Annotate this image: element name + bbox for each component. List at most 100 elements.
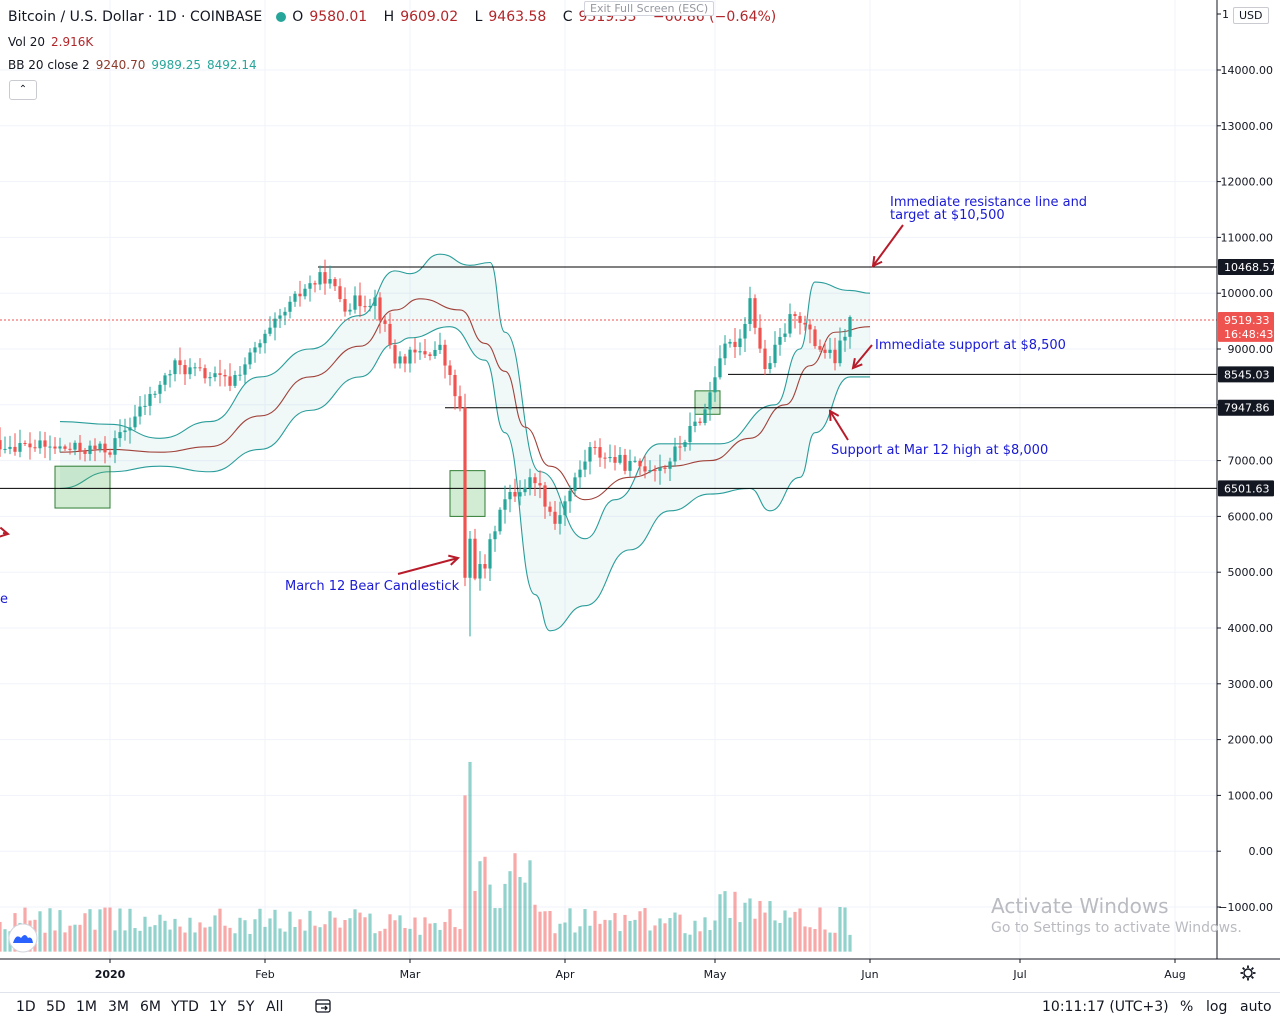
volume-bar (328, 911, 332, 952)
volume-bar (283, 931, 287, 952)
volume-bar (193, 932, 197, 952)
range-5d-button[interactable]: 5D (46, 999, 66, 1015)
bollinger-basis-line (59, 298, 871, 501)
volume-bar (363, 917, 367, 952)
range-1m-button[interactable]: 1M (76, 999, 97, 1015)
annotation-arrowhead (851, 357, 863, 370)
volume-bar (133, 928, 137, 952)
candle-body (613, 457, 617, 463)
volume-bar (658, 918, 662, 952)
annotation-text: Support at Mar 12 high at $8,000 (831, 443, 1048, 458)
candle-body (138, 406, 142, 417)
candle-body (268, 327, 272, 334)
volume-bar (138, 930, 142, 952)
volume-legend[interactable]: Vol 20 2.916K (8, 35, 99, 49)
volume-bar (378, 931, 382, 952)
price-label: 7947.86 (1224, 402, 1270, 415)
time-tick-label: Jul (1012, 968, 1026, 981)
volume-bar (403, 927, 407, 952)
candle-body (18, 443, 22, 452)
auto-scale-button[interactable]: auto (1240, 999, 1272, 1015)
candle-body (33, 447, 37, 449)
volume-bar (738, 922, 742, 952)
candle-body (713, 377, 717, 393)
candle-body (228, 376, 232, 386)
candle-body (648, 470, 652, 472)
range-ytd-button[interactable]: YTD (171, 999, 199, 1015)
volume-bar (593, 910, 597, 952)
range-all-button[interactable]: All (266, 999, 284, 1015)
candle-body (833, 349, 837, 364)
candle-body (708, 392, 712, 410)
range-1d-button[interactable]: 1D (16, 999, 36, 1015)
gear-icon[interactable] (1240, 965, 1256, 981)
candle-body (783, 333, 787, 337)
candle-body (183, 365, 187, 375)
volume-bar (118, 908, 122, 952)
goto-date-icon[interactable] (314, 997, 332, 1019)
candle-body (718, 358, 722, 378)
exit-fullscreen-button[interactable]: Exit Full Screen (ESC) (584, 1, 715, 16)
volume-bar (533, 904, 537, 952)
activate-windows-watermark: Activate Windows Go to Settings to activ… (991, 894, 1242, 936)
volume-bar (298, 919, 302, 952)
volume-bar (48, 908, 52, 952)
price-tick-label: 10000.00 (1221, 287, 1274, 300)
price-tick-label: 14000.00 (1221, 64, 1274, 77)
volume-bar (108, 907, 112, 952)
highlight-boxes (54, 390, 721, 517)
candle-body (323, 272, 327, 284)
volume-bar (393, 920, 397, 952)
volume-bar (538, 911, 542, 952)
range-6m-button[interactable]: 6M (140, 999, 161, 1015)
range-3m-button[interactable]: 3M (108, 999, 129, 1015)
candle-body (288, 301, 292, 312)
candle-body (743, 323, 747, 339)
bollinger-legend[interactable]: BB 20 close 2 9240.70 9989.25 8492.14 (8, 58, 263, 72)
candle-body (818, 346, 822, 350)
volume-bar (698, 931, 702, 952)
volume-bar (88, 909, 92, 952)
ohlc-open: O 9580.01 (292, 9, 368, 25)
volume-bar (323, 924, 327, 952)
candle-body (8, 446, 12, 449)
price-axis-bg (1217, 0, 1280, 959)
volume-bar (468, 761, 472, 952)
candle-body (633, 460, 637, 462)
annotation-text: e (0, 592, 8, 607)
watermark-title: Activate Windows (991, 894, 1169, 918)
range-5y-button[interactable]: 5Y (237, 999, 255, 1015)
collapse-legend-button[interactable]: ⌃ (9, 80, 37, 100)
volume-bar (718, 894, 722, 952)
volume-bar (643, 908, 647, 952)
volume-bar (188, 917, 192, 952)
candle-body (823, 349, 827, 353)
annotation-text: target at $10,500 (890, 208, 1005, 223)
volume-bar (728, 917, 732, 952)
candle-body (263, 333, 267, 344)
candle-body (808, 324, 812, 330)
range-1y-button[interactable]: 1Y (209, 999, 227, 1015)
currency-label[interactable]: USD (1233, 7, 1269, 24)
price-label: 10468.57 (1224, 261, 1277, 274)
candle-body (318, 272, 322, 285)
candle-body (58, 446, 62, 449)
price-tick-label: 9000.00 (1228, 343, 1274, 356)
percent-scale-button[interactable]: % (1180, 999, 1194, 1015)
candle-body (668, 461, 672, 469)
candle-body (148, 393, 152, 406)
volume-bar (253, 919, 257, 952)
candle-body (338, 286, 342, 300)
candle-body (463, 407, 467, 578)
annotation-arrow (872, 224, 904, 267)
time-tick-label: Apr (555, 968, 575, 981)
clock-timezone[interactable]: 10:11:17 (UTC+3) (1042, 999, 1169, 1015)
tradingview-logo-icon (8, 923, 38, 953)
log-scale-button[interactable]: log (1206, 999, 1228, 1015)
bollinger-lower-value: 8492.14 (206, 58, 257, 72)
volume-bar (753, 918, 757, 952)
volume-bar (598, 923, 602, 952)
candle-body (548, 506, 552, 512)
